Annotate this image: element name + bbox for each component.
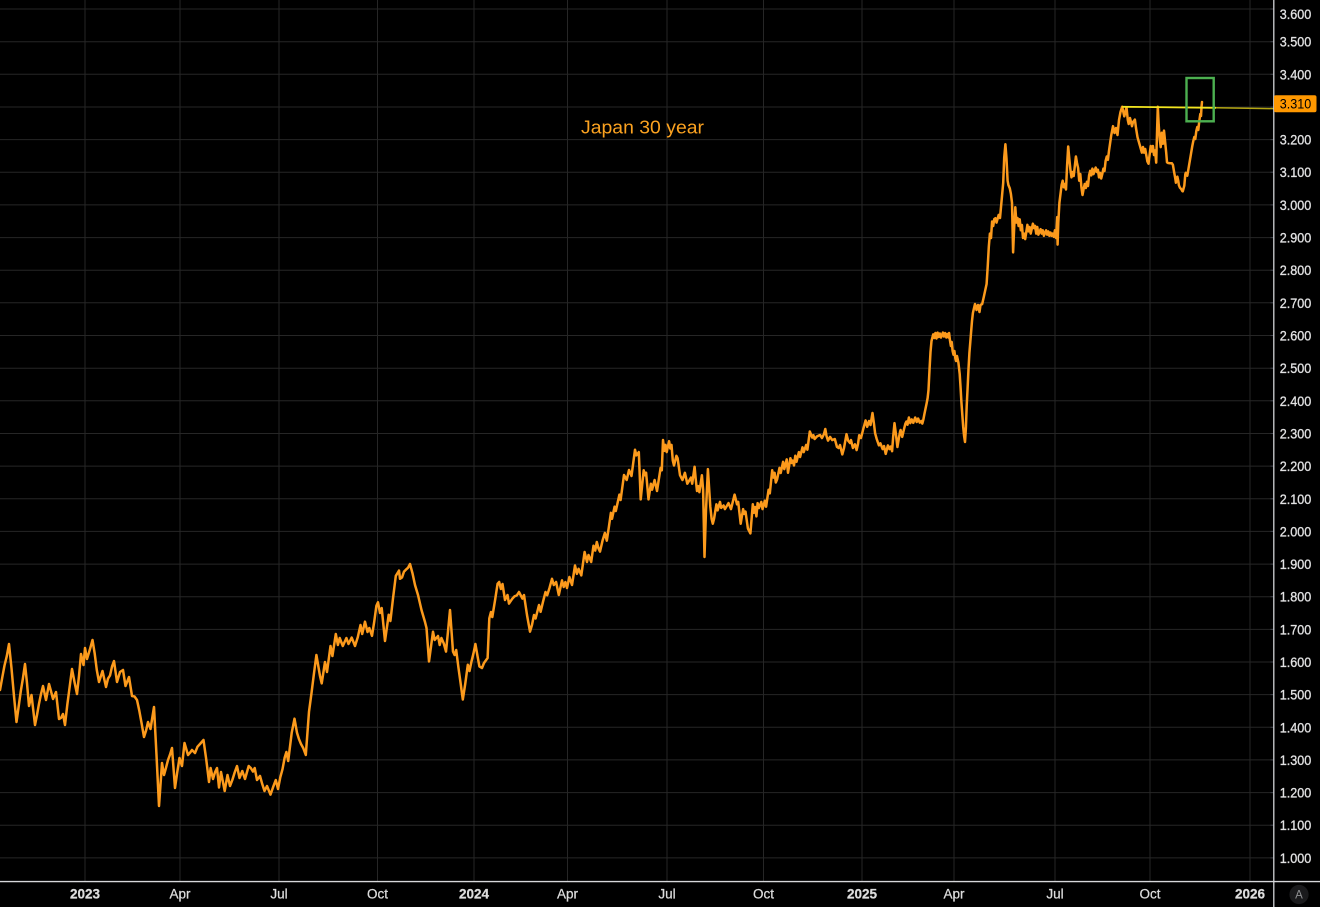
svg-text:A: A — [1295, 890, 1303, 902]
svg-text:2.000: 2.000 — [1280, 524, 1312, 540]
svg-text:1.800: 1.800 — [1280, 590, 1312, 606]
svg-text:3.500: 3.500 — [1280, 35, 1312, 51]
svg-text:Oct: Oct — [367, 887, 388, 902]
svg-text:3.100: 3.100 — [1280, 165, 1312, 181]
svg-text:1.100: 1.100 — [1280, 818, 1312, 834]
svg-text:2.100: 2.100 — [1280, 492, 1312, 508]
svg-text:Japan 30 year: Japan 30 year — [581, 117, 704, 137]
svg-text:2.600: 2.600 — [1280, 329, 1312, 345]
svg-text:3.200: 3.200 — [1280, 133, 1312, 149]
svg-text:2.400: 2.400 — [1280, 394, 1312, 410]
svg-text:Jul: Jul — [270, 887, 287, 902]
svg-text:2.500: 2.500 — [1280, 361, 1312, 377]
svg-text:3.310: 3.310 — [1280, 96, 1312, 112]
svg-text:1.500: 1.500 — [1280, 688, 1312, 704]
svg-text:3.400: 3.400 — [1280, 67, 1312, 83]
svg-text:Oct: Oct — [1139, 887, 1160, 902]
svg-text:Oct: Oct — [753, 887, 774, 902]
svg-text:3.000: 3.000 — [1280, 198, 1312, 214]
svg-text:Apr: Apr — [169, 887, 191, 902]
svg-text:Jul: Jul — [1046, 887, 1063, 902]
svg-text:2023: 2023 — [70, 887, 101, 902]
svg-text:3.600: 3.600 — [1280, 7, 1312, 23]
svg-text:1.400: 1.400 — [1280, 720, 1312, 736]
svg-text:2.300: 2.300 — [1280, 427, 1312, 443]
svg-text:2026: 2026 — [1235, 887, 1266, 902]
svg-text:1.600: 1.600 — [1280, 655, 1312, 671]
svg-text:1.700: 1.700 — [1280, 622, 1312, 638]
svg-text:1.300: 1.300 — [1280, 753, 1312, 769]
svg-text:2.900: 2.900 — [1280, 231, 1312, 247]
svg-text:1.200: 1.200 — [1280, 786, 1312, 802]
svg-text:2.700: 2.700 — [1280, 296, 1312, 312]
svg-text:Apr: Apr — [943, 887, 965, 902]
svg-text:2.800: 2.800 — [1280, 263, 1312, 279]
svg-text:2024: 2024 — [459, 887, 490, 902]
svg-text:2025: 2025 — [847, 887, 878, 902]
svg-text:Apr: Apr — [557, 887, 579, 902]
svg-text:1.000: 1.000 — [1280, 851, 1312, 867]
svg-text:Jul: Jul — [658, 887, 675, 902]
svg-text:2.200: 2.200 — [1280, 459, 1312, 475]
svg-text:1.900: 1.900 — [1280, 557, 1312, 573]
